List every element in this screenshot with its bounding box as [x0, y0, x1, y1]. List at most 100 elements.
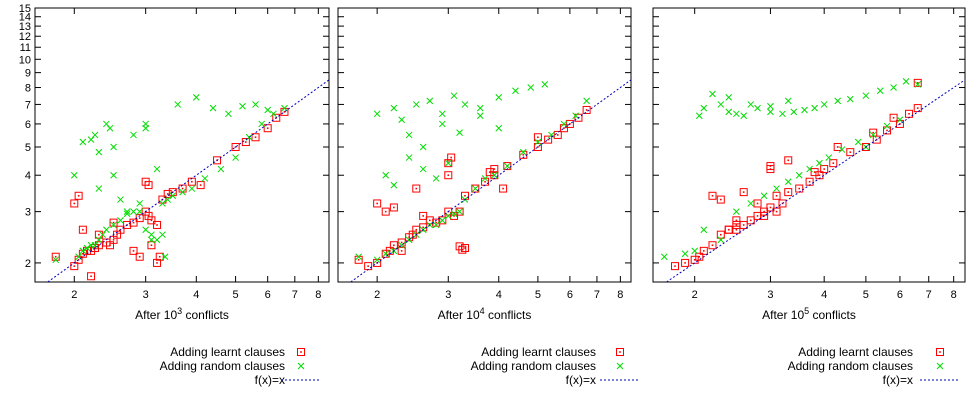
random-point [456, 129, 463, 137]
random-point [876, 87, 884, 95]
random-point [136, 208, 144, 215]
learnt-point [251, 133, 260, 142]
learnt-point [708, 241, 717, 250]
y-tick-label: 2 [25, 258, 31, 270]
random-point [869, 131, 877, 139]
learnt-point [373, 199, 382, 208]
legend-x-swatch [616, 362, 624, 370]
random-point [159, 200, 166, 207]
x-tick-label: 6 [567, 289, 573, 301]
learnt-point [153, 258, 162, 267]
x-axis-label-suffix: conflicts [485, 308, 532, 322]
y-tick-label: 14 [19, 12, 31, 24]
random-point [95, 148, 103, 156]
plot-area [660, 78, 965, 282]
random-point [838, 146, 846, 153]
legend-square-swatch [936, 348, 944, 356]
learnt-point [772, 207, 781, 216]
learnt-point [724, 225, 733, 234]
random-point [890, 84, 897, 91]
random-point [252, 101, 259, 108]
x-tick-label: 4 [821, 289, 827, 301]
random-point [209, 104, 217, 112]
random-point [426, 97, 434, 105]
random-point [773, 185, 780, 192]
random-point [225, 110, 232, 118]
learnt-point [231, 142, 240, 151]
legend-label: f(x)=x [566, 373, 596, 387]
learnt-point [582, 105, 591, 114]
random-point [142, 120, 150, 128]
learnt-point [397, 246, 406, 255]
random-point [192, 94, 200, 101]
random-point [142, 226, 150, 234]
random-point [820, 101, 828, 108]
random-point [681, 250, 689, 258]
random-point [767, 108, 774, 116]
legend-label: f(x)=x [883, 373, 913, 387]
legend-label: Adding learnt clauses [798, 345, 913, 359]
random-point [476, 112, 484, 120]
learnt-point [481, 177, 490, 186]
y-tick-label: 12 [19, 31, 31, 43]
random-point [801, 106, 808, 114]
learnt-point [905, 109, 914, 118]
x-tick-label: 3 [767, 289, 773, 301]
random-point [834, 97, 842, 105]
random-point [169, 192, 177, 200]
legend-square-swatch [297, 348, 305, 356]
learnt-point [565, 119, 574, 128]
y-tick-label: 13 [19, 21, 31, 33]
learnt-point [87, 272, 96, 281]
random-point [896, 116, 904, 124]
x-axis-label: After 103 conflicts [135, 306, 229, 322]
legend-label: Adding random clauses [788, 359, 913, 373]
random-point [733, 110, 740, 118]
random-point [854, 138, 862, 146]
x-axis-label-suffix: conflicts [809, 308, 856, 322]
random-point [87, 136, 95, 143]
random-point [270, 110, 277, 118]
learnt-point [147, 241, 156, 250]
random-point [862, 92, 870, 100]
x-tick-label: 6 [897, 289, 903, 301]
random-point [846, 95, 854, 103]
x-tick-label: 5 [535, 289, 541, 301]
random-point [136, 200, 144, 207]
learnt-point [397, 238, 406, 247]
random-point [390, 104, 398, 112]
learnt-point [833, 142, 842, 151]
random-point [806, 165, 813, 173]
random-point [91, 241, 99, 249]
learnt-point [820, 165, 829, 174]
x-axis-label-exponent: 3 [177, 306, 182, 316]
learnt-point [784, 156, 793, 165]
x-tick-label: 2 [692, 289, 698, 301]
x-tick-label: 4 [193, 289, 199, 301]
random-point [217, 165, 225, 173]
random-point [795, 171, 803, 179]
learnt-point [913, 78, 922, 87]
x-tick-label: 3 [445, 289, 451, 301]
random-point [825, 154, 833, 161]
random-point [541, 81, 549, 88]
legend-square-swatch [616, 348, 624, 356]
random-point [148, 231, 155, 239]
random-point [106, 124, 114, 132]
learnt-point [766, 203, 775, 212]
x-tick-label: 2 [374, 289, 380, 301]
learnt-point [187, 177, 196, 186]
x-tick-label: 3 [143, 289, 149, 301]
learnt-point [869, 128, 878, 137]
x-tick-label: 5 [233, 289, 239, 301]
random-point [83, 244, 91, 252]
random-point [355, 253, 363, 261]
learnt-point [144, 181, 153, 190]
random-point [419, 143, 427, 151]
learnt-point [699, 246, 708, 255]
random-point [450, 210, 458, 218]
random-point [490, 171, 498, 179]
learnt-point [70, 199, 79, 208]
learnt-point [447, 153, 456, 162]
